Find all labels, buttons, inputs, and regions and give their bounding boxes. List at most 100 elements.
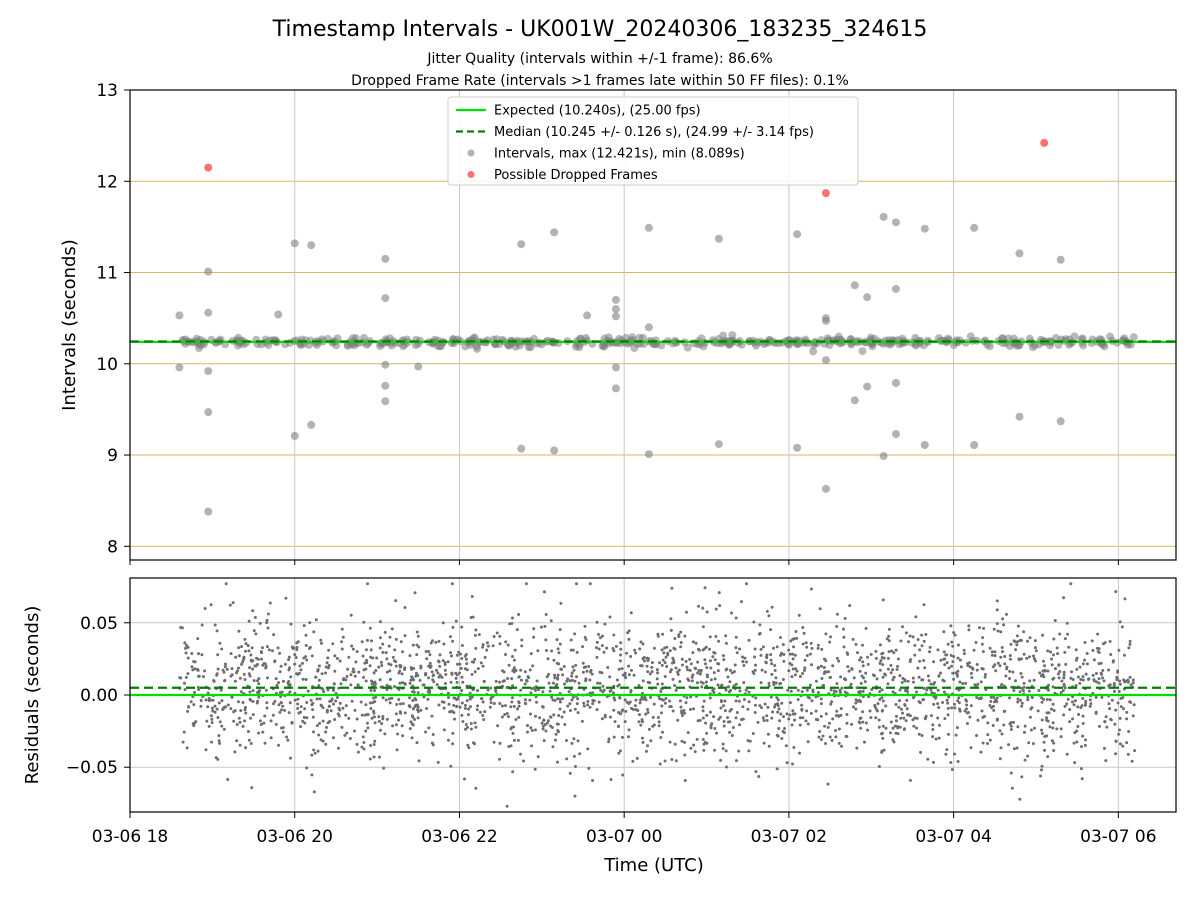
residual-point: [1004, 674, 1008, 678]
residual-point: [713, 748, 717, 752]
residual-point: [656, 671, 660, 675]
residual-point: [632, 673, 636, 677]
residual-point: [222, 727, 226, 731]
residual-point: [1078, 665, 1082, 669]
residual-point: [324, 730, 328, 734]
residual-point: [686, 668, 690, 672]
residual-point: [1084, 738, 1088, 742]
residual-point: [345, 674, 349, 678]
residual-point: [273, 659, 277, 663]
residual-point: [662, 698, 666, 702]
residual-point: [656, 682, 660, 686]
residual-point: [698, 718, 702, 722]
residual-point: [772, 681, 776, 685]
residual-point: [1062, 670, 1066, 674]
residual-point: [694, 641, 698, 645]
residual-point: [532, 635, 536, 639]
residual-point: [661, 730, 665, 734]
residual-point: [321, 706, 325, 710]
residual-point: [244, 746, 248, 750]
residual-point: [222, 670, 226, 674]
residual-point: [773, 705, 777, 709]
residual-point: [337, 686, 341, 690]
residual-point: [814, 695, 818, 699]
residual-point: [962, 648, 966, 652]
residual-point: [934, 695, 938, 699]
residual-point: [669, 617, 673, 621]
residual-point: [385, 670, 389, 674]
residual-point: [576, 739, 580, 743]
residual-point: [920, 678, 924, 682]
residual-point: [828, 735, 832, 739]
interval-point: [437, 342, 446, 351]
residual-point: [918, 659, 922, 663]
residual-point: [806, 695, 810, 699]
residual-point: [243, 719, 247, 723]
residual-point: [216, 667, 220, 671]
interval-outlier-point: [821, 316, 830, 325]
residual-point: [702, 699, 706, 703]
residual-point: [347, 716, 351, 720]
residual-point: [204, 698, 208, 702]
residual-point: [741, 705, 745, 709]
residual-point: [1121, 744, 1125, 748]
residual-point: [774, 676, 778, 680]
residual-point: [896, 732, 900, 736]
residual-point: [470, 595, 474, 599]
residual-point: [510, 654, 514, 658]
residual-point: [1028, 655, 1032, 659]
residual-point: [1077, 713, 1081, 717]
residual-point: [369, 688, 373, 692]
residual-point: [629, 668, 633, 672]
residual-point: [387, 697, 391, 701]
residual-point: [566, 677, 570, 681]
residual-point: [821, 734, 825, 738]
residual-point: [361, 654, 365, 658]
residual-point: [689, 746, 693, 750]
residual-point: [690, 675, 694, 679]
top-ytick-label: 11: [96, 264, 118, 284]
residual-point: [744, 688, 748, 692]
residual-point: [629, 611, 633, 615]
residual-point: [1114, 590, 1118, 594]
residual-point: [217, 739, 221, 743]
residual-point: [481, 664, 485, 668]
residual-point: [251, 700, 255, 704]
residual-point: [408, 696, 412, 700]
residual-point: [884, 726, 888, 730]
residual-point: [795, 669, 799, 673]
residual-point: [621, 773, 625, 777]
residual-point: [416, 691, 420, 695]
residual-point: [293, 662, 297, 666]
residual-point: [489, 686, 493, 690]
residual-point: [759, 653, 763, 657]
residual-point: [931, 735, 935, 739]
interval-outlier-point: [863, 382, 872, 391]
residual-point: [724, 749, 728, 753]
residual-point: [1066, 632, 1070, 636]
residual-point: [956, 656, 960, 660]
residual-point: [605, 646, 609, 650]
residual-point: [311, 708, 315, 712]
residual-point: [701, 625, 705, 629]
residual-point: [428, 653, 432, 657]
residual-point: [823, 724, 827, 728]
residual-point: [1040, 718, 1044, 722]
residual-point: [858, 658, 862, 662]
residual-point: [835, 709, 839, 713]
residual-point: [690, 679, 694, 683]
residual-point: [663, 661, 667, 665]
residual-point: [878, 661, 882, 665]
residual-point: [195, 667, 199, 671]
residual-point: [305, 658, 309, 662]
residual-point: [1075, 667, 1079, 671]
residual-point: [201, 675, 205, 679]
residual-point: [283, 708, 287, 712]
residual-point: [574, 663, 578, 667]
residual-point: [789, 689, 793, 693]
residual-point: [834, 714, 838, 718]
residual-point: [717, 717, 721, 721]
residual-point: [1056, 652, 1060, 656]
residual-point: [470, 672, 474, 676]
residual-point: [476, 667, 480, 671]
